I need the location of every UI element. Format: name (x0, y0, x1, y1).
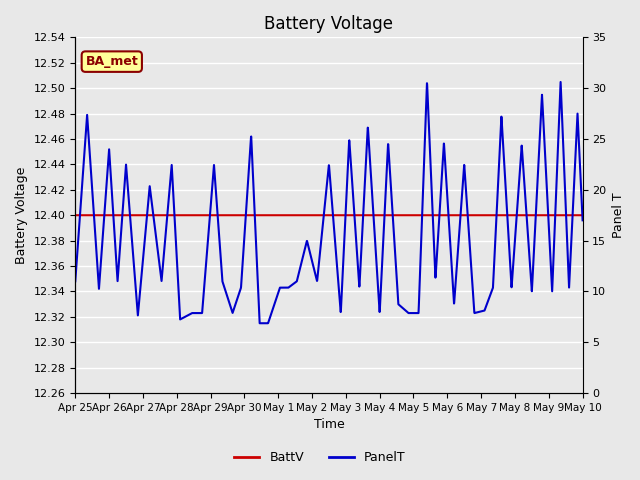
Text: BA_met: BA_met (85, 55, 138, 68)
Y-axis label: Panel T: Panel T (612, 192, 625, 238)
Title: Battery Voltage: Battery Voltage (264, 15, 394, 33)
X-axis label: Time: Time (314, 419, 344, 432)
Legend: BattV, PanelT: BattV, PanelT (229, 446, 411, 469)
Y-axis label: Battery Voltage: Battery Voltage (15, 167, 28, 264)
